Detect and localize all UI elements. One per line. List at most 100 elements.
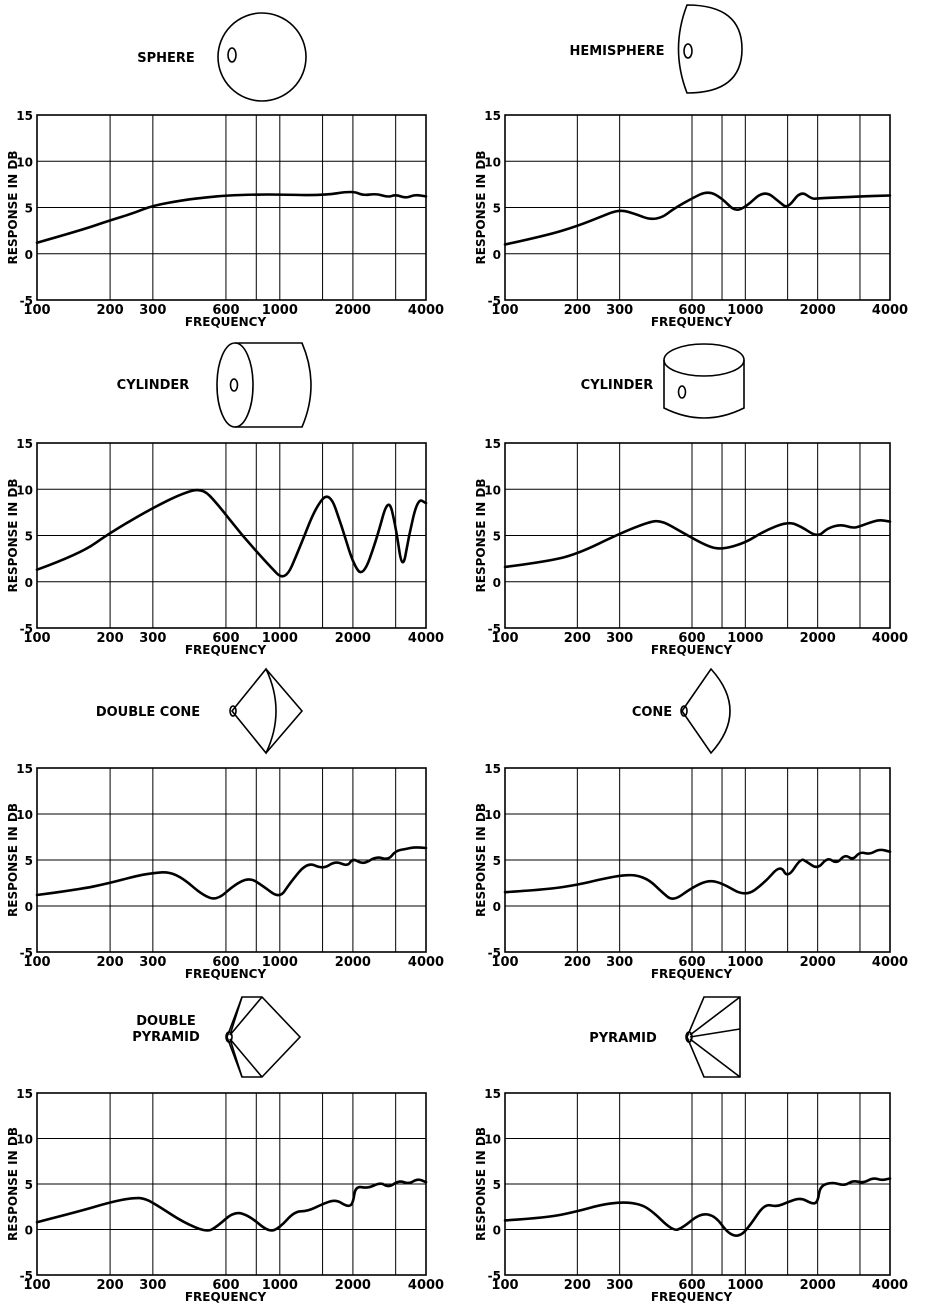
microphone-icon: [225, 1031, 233, 1043]
x-axis-label: FREQUENCY: [185, 643, 267, 657]
pyramid-edge-icon: [689, 1038, 741, 1078]
y-tick-label: 10: [16, 1133, 33, 1147]
x-tick-label: 300: [606, 955, 633, 970]
x-tick-label: 300: [139, 303, 166, 318]
x-tick-label: 200: [564, 1278, 591, 1293]
cylinder-top-icon: [663, 343, 745, 377]
response-curve: [35, 846, 428, 900]
y-tick-label: 15: [484, 1087, 501, 1101]
pyramid-icon: [686, 996, 741, 1078]
y-axis-label: RESPONSE IN DB: [474, 1127, 488, 1241]
x-tick-label: 4000: [408, 303, 444, 318]
shape-name: DOUBLE CONE: [96, 705, 200, 720]
y-tick-label: -5: [488, 622, 501, 636]
pyramid-edge-icon: [229, 1038, 243, 1078]
x-tick-label: 100: [491, 631, 518, 646]
microphone-icon: [683, 43, 693, 59]
shape-name: PYRAMID: [589, 1031, 657, 1046]
x-tick-label: 200: [564, 631, 591, 646]
shape-name: PYRAMID: [132, 1030, 200, 1045]
response-curve: [503, 1177, 892, 1237]
shape-name: CYLINDER: [581, 378, 654, 393]
x-tick-label: 100: [23, 955, 50, 970]
x-tick-label: 300: [606, 631, 633, 646]
x-tick-label: 600: [678, 1278, 705, 1293]
x-tick-label: 100: [23, 1278, 50, 1293]
x-tick-label: 4000: [872, 303, 908, 318]
microphone-icon: [677, 385, 687, 399]
shape-name: SPHERE: [137, 51, 195, 66]
shape-illustration: [217, 12, 307, 102]
shape-illustration: [229, 667, 304, 755]
x-tick-label: 100: [23, 631, 50, 646]
shape-illustration: [677, 4, 743, 94]
y-tick-label: -5: [20, 622, 33, 636]
pyramid-edge-icon: [229, 996, 263, 1036]
y-tick-label: 10: [484, 155, 501, 169]
y-tick-label: -5: [20, 294, 33, 308]
cylinder-icon: [235, 342, 312, 428]
x-axis-label: FREQUENCY: [651, 967, 733, 981]
x-axis-label: FREQUENCY: [185, 315, 267, 329]
plot-frame: [504, 767, 891, 953]
x-tick-label: 600: [678, 955, 705, 970]
microphone-icon: [685, 1031, 693, 1043]
shape-name: CYLINDER: [117, 378, 190, 393]
y-tick-label: -5: [488, 946, 501, 960]
x-tick-label: 300: [139, 631, 166, 646]
shape-illustration: [225, 996, 302, 1078]
plot-frame: [36, 114, 427, 301]
x-tick-label: 300: [606, 303, 633, 318]
x-tick-label: 2000: [335, 631, 371, 646]
cylinder-icon: [663, 360, 745, 419]
x-tick-label: 600: [212, 303, 239, 318]
x-tick-label: 4000: [408, 631, 444, 646]
x-tick-label: 200: [564, 303, 591, 318]
y-tick-label: 10: [484, 483, 501, 497]
y-tick-label: 5: [25, 530, 33, 544]
x-axis-label: FREQUENCY: [651, 643, 733, 657]
response-curve: [503, 848, 892, 900]
y-tick-label: 10: [484, 1133, 501, 1147]
plot-frame: [504, 114, 891, 301]
y-tick-label: 10: [16, 808, 33, 822]
plot-frame: [36, 442, 427, 629]
x-tick-label: 100: [23, 303, 50, 318]
x-axis-label: FREQUENCY: [651, 1290, 733, 1304]
grid: [37, 768, 426, 952]
response-curve: [503, 519, 892, 569]
x-tick-label: 2000: [335, 1278, 371, 1293]
plot-frame: [36, 767, 427, 953]
response-curve: [35, 190, 428, 244]
cone-front-icon: [230, 667, 277, 755]
y-tick-label: 5: [493, 854, 501, 868]
microphone-icon: [680, 705, 688, 717]
y-tick-label: 5: [25, 202, 33, 216]
y-tick-label: 0: [25, 900, 33, 914]
hemisphere-icon: [677, 4, 743, 94]
y-tick-label: 5: [493, 202, 501, 216]
x-tick-label: 2000: [335, 303, 371, 318]
y-tick-label: 5: [25, 854, 33, 868]
microphone-icon: [227, 47, 237, 63]
response-curve: [503, 191, 892, 246]
shape-illustration: [680, 667, 731, 755]
pyramid-edge-icon: [229, 996, 243, 1036]
cone-icon: [681, 667, 731, 755]
response-curve: [35, 1178, 428, 1232]
y-tick-label: 15: [484, 437, 501, 451]
shape-name: DOUBLE: [136, 1014, 195, 1029]
y-tick-label: -5: [20, 1269, 33, 1283]
plot-frame: [504, 1092, 891, 1276]
pyramid-edge-icon: [229, 1038, 263, 1078]
y-axis-label: RESPONSE IN DB: [474, 479, 488, 593]
y-tick-label: 0: [493, 900, 501, 914]
x-tick-label: 1000: [262, 955, 298, 970]
y-tick-label: -5: [488, 294, 501, 308]
y-tick-label: -5: [488, 1269, 501, 1283]
x-tick-label: 2000: [800, 303, 836, 318]
y-tick-label: 15: [16, 437, 33, 451]
y-tick-label: 5: [493, 530, 501, 544]
